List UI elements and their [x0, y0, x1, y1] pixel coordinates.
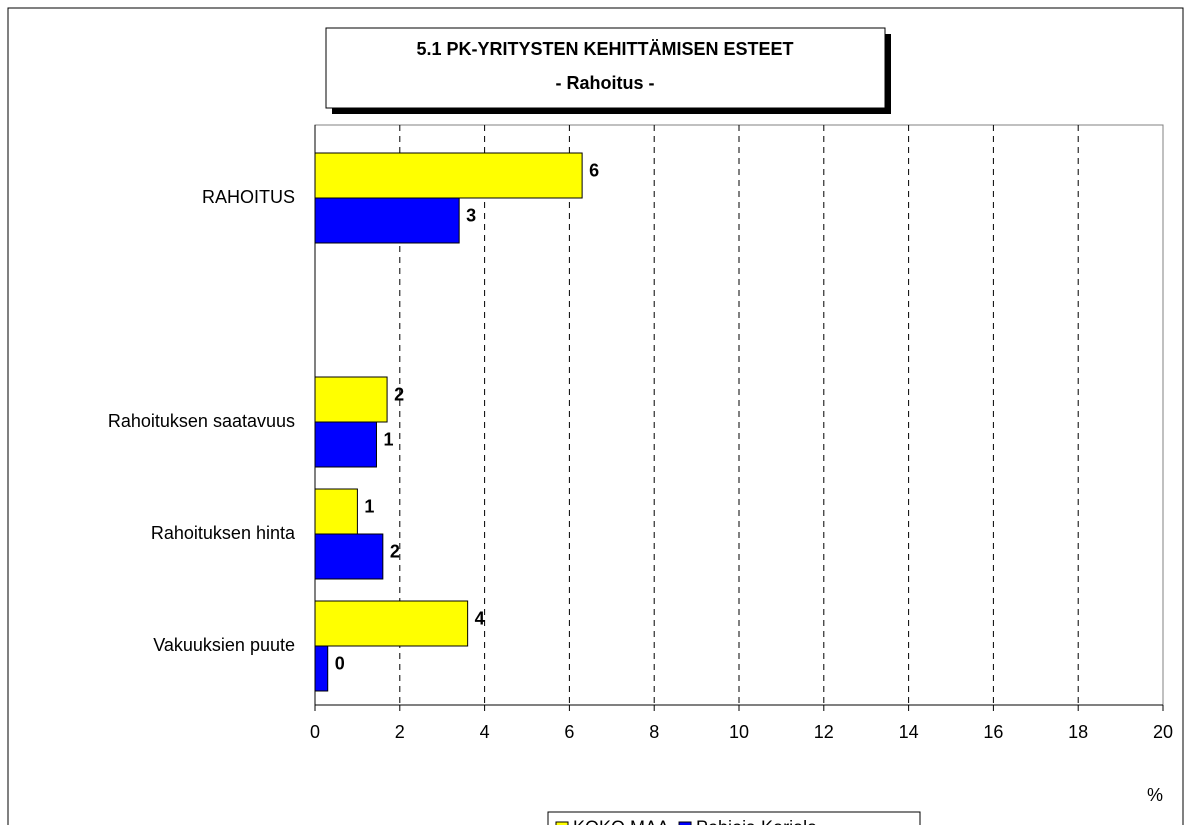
x-tick-label: 18	[1068, 722, 1088, 742]
data-label: 4	[475, 608, 485, 628]
y-tick-label: Vakuuksien puute	[153, 635, 295, 655]
legend-label: Pohjois-Karjala	[696, 817, 818, 825]
x-tick-label: 4	[480, 722, 490, 742]
title-box	[325, 27, 886, 109]
data-label: 2	[394, 384, 404, 404]
bar	[314, 421, 377, 468]
y-tick-label: Rahoituksen saatavuus	[108, 411, 295, 431]
bar	[314, 197, 460, 244]
y-tick-label: Rahoituksen hinta	[151, 523, 296, 543]
bar	[314, 533, 384, 580]
data-label: 3	[466, 205, 476, 225]
x-tick-label: 2	[395, 722, 405, 742]
x-tick-label: 14	[899, 722, 919, 742]
bar	[314, 645, 329, 692]
chart-subtitle: - Rahoitus -	[556, 73, 655, 93]
data-label: 6	[589, 160, 599, 180]
bar	[314, 488, 358, 535]
y-tick-label: RAHOITUS	[202, 187, 295, 207]
bar	[314, 600, 469, 647]
x-tick-label: 16	[983, 722, 1003, 742]
chart-border	[7, 7, 1184, 830]
x-tick-label: 10	[729, 722, 749, 742]
bar	[314, 152, 583, 199]
legend-label: KOKO MAA	[573, 817, 669, 825]
x-tick-label: 6	[564, 722, 574, 742]
x-tick-label: 8	[649, 722, 659, 742]
x-tick-label: 0	[310, 722, 320, 742]
x-tick-label: 12	[814, 722, 834, 742]
data-label: 1	[383, 429, 393, 449]
data-label: 1	[364, 496, 374, 516]
x-axis-label: %	[1147, 785, 1163, 805]
bar	[314, 376, 388, 423]
data-label: 0	[335, 653, 345, 673]
data-label: 2	[390, 541, 400, 561]
x-tick-label: 20	[1153, 722, 1173, 742]
chart-title: 5.1 PK-YRITYSTEN KEHITTÄMISEN ESTEET	[416, 39, 793, 59]
